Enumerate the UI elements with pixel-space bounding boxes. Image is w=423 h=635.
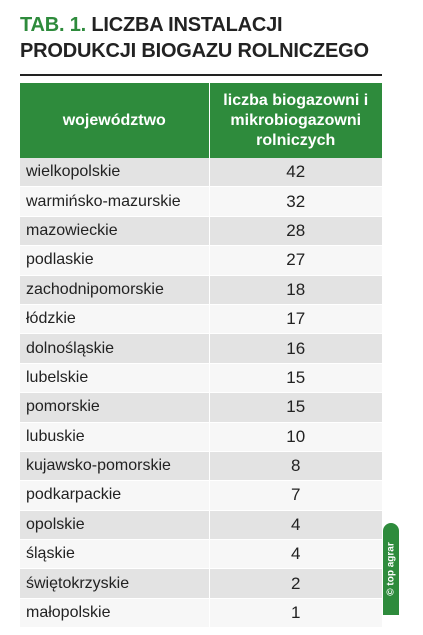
region-cell: zachodnipomorskie <box>20 275 210 305</box>
count-cell: 18 <box>209 275 382 305</box>
table-row: małopolskie 1 <box>20 598 382 629</box>
count-cell: 10 <box>209 422 382 452</box>
region-cell: opolskie <box>20 510 210 541</box>
column-header-region: województwo <box>20 83 210 158</box>
region-cell: podkarpackie <box>20 480 210 511</box>
table-header-row: województwo liczba biogazowni i mikrobio… <box>20 83 382 158</box>
count-cell: 17 <box>209 304 382 335</box>
region-cell: lubelskie <box>20 363 210 394</box>
count-cell: 27 <box>209 245 382 276</box>
count-cell: 2 <box>209 568 382 599</box>
table-row: lubelskie 15 <box>20 363 382 394</box>
count-cell: 32 <box>209 186 382 217</box>
region-cell: małopolskie <box>20 598 210 629</box>
region-cell: warmińsko-mazurskie <box>20 186 210 217</box>
table-row: warmińsko-mazurskie 32 <box>20 186 382 217</box>
table-row: kujawsko-pomorskie 8 <box>20 451 382 482</box>
region-cell: wielkopolskie <box>20 158 210 188</box>
table-row: mazowieckie 28 <box>20 216 382 247</box>
table-row: śląskie 4 <box>20 539 382 570</box>
table-row: podlaskie 27 <box>20 245 382 276</box>
region-cell: łódzkie <box>20 304 210 335</box>
region-cell: śląskie <box>20 539 210 570</box>
table-row: świętokrzyskie 2 <box>20 568 382 599</box>
biogas-table: województwo liczba biogazowni i mikrobio… <box>20 83 382 629</box>
count-cell: 4 <box>209 539 382 570</box>
title-line-2: PRODUKCJI BIOGAZU ROLNICZEGO <box>20 40 369 62</box>
table-row: lubuskie 10 <box>20 422 382 452</box>
region-cell: mazowieckie <box>20 216 210 247</box>
count-cell: 15 <box>209 363 382 394</box>
count-cell: 1 <box>209 598 382 629</box>
count-cell: 16 <box>209 333 382 364</box>
table-row: pomorskie 15 <box>20 392 382 423</box>
biogas-table-container: województwo liczba biogazowni i mikrobio… <box>20 83 382 629</box>
region-cell: lubuskie <box>20 422 210 452</box>
table-row: zachodnipomorskie 18 <box>20 275 382 305</box>
region-cell: dolnośląskie <box>20 333 210 364</box>
table-number: TAB. 1. <box>20 14 87 36</box>
count-cell: 15 <box>209 392 382 423</box>
table-row: wielkopolskie 42 <box>20 158 382 188</box>
table-row: łódzkie 17 <box>20 304 382 335</box>
title-divider <box>20 74 382 76</box>
column-header-count: liczba biogazowni i mikrobiogazowni roln… <box>209 83 382 158</box>
region-cell: pomorskie <box>20 392 210 423</box>
region-cell: kujawsko-pomorskie <box>20 451 210 482</box>
copyright-text: © top agrar <box>385 542 397 596</box>
title-line-1: LICZBA INSTALACJI <box>86 14 283 36</box>
count-cell: 7 <box>209 480 382 511</box>
table-body: wielkopolskie 42 warmińsko-mazurskie 32 mazo… <box>20 158 382 629</box>
count-cell: 8 <box>209 451 382 482</box>
copyright-badge: © top agrar <box>383 523 399 615</box>
count-cell: 4 <box>209 510 382 541</box>
region-cell: podlaskie <box>20 245 210 276</box>
count-cell: 28 <box>209 216 382 247</box>
table-row: podkarpackie 7 <box>20 480 382 511</box>
table-row: dolnośląskie 16 <box>20 333 382 364</box>
count-cell: 42 <box>209 158 382 188</box>
table-row: opolskie 4 <box>20 510 382 541</box>
region-cell: świętokrzyskie <box>20 568 210 599</box>
table-title: TAB. 1. LICZBA INSTALACJI PRODUKCJI BIOG… <box>20 12 390 64</box>
